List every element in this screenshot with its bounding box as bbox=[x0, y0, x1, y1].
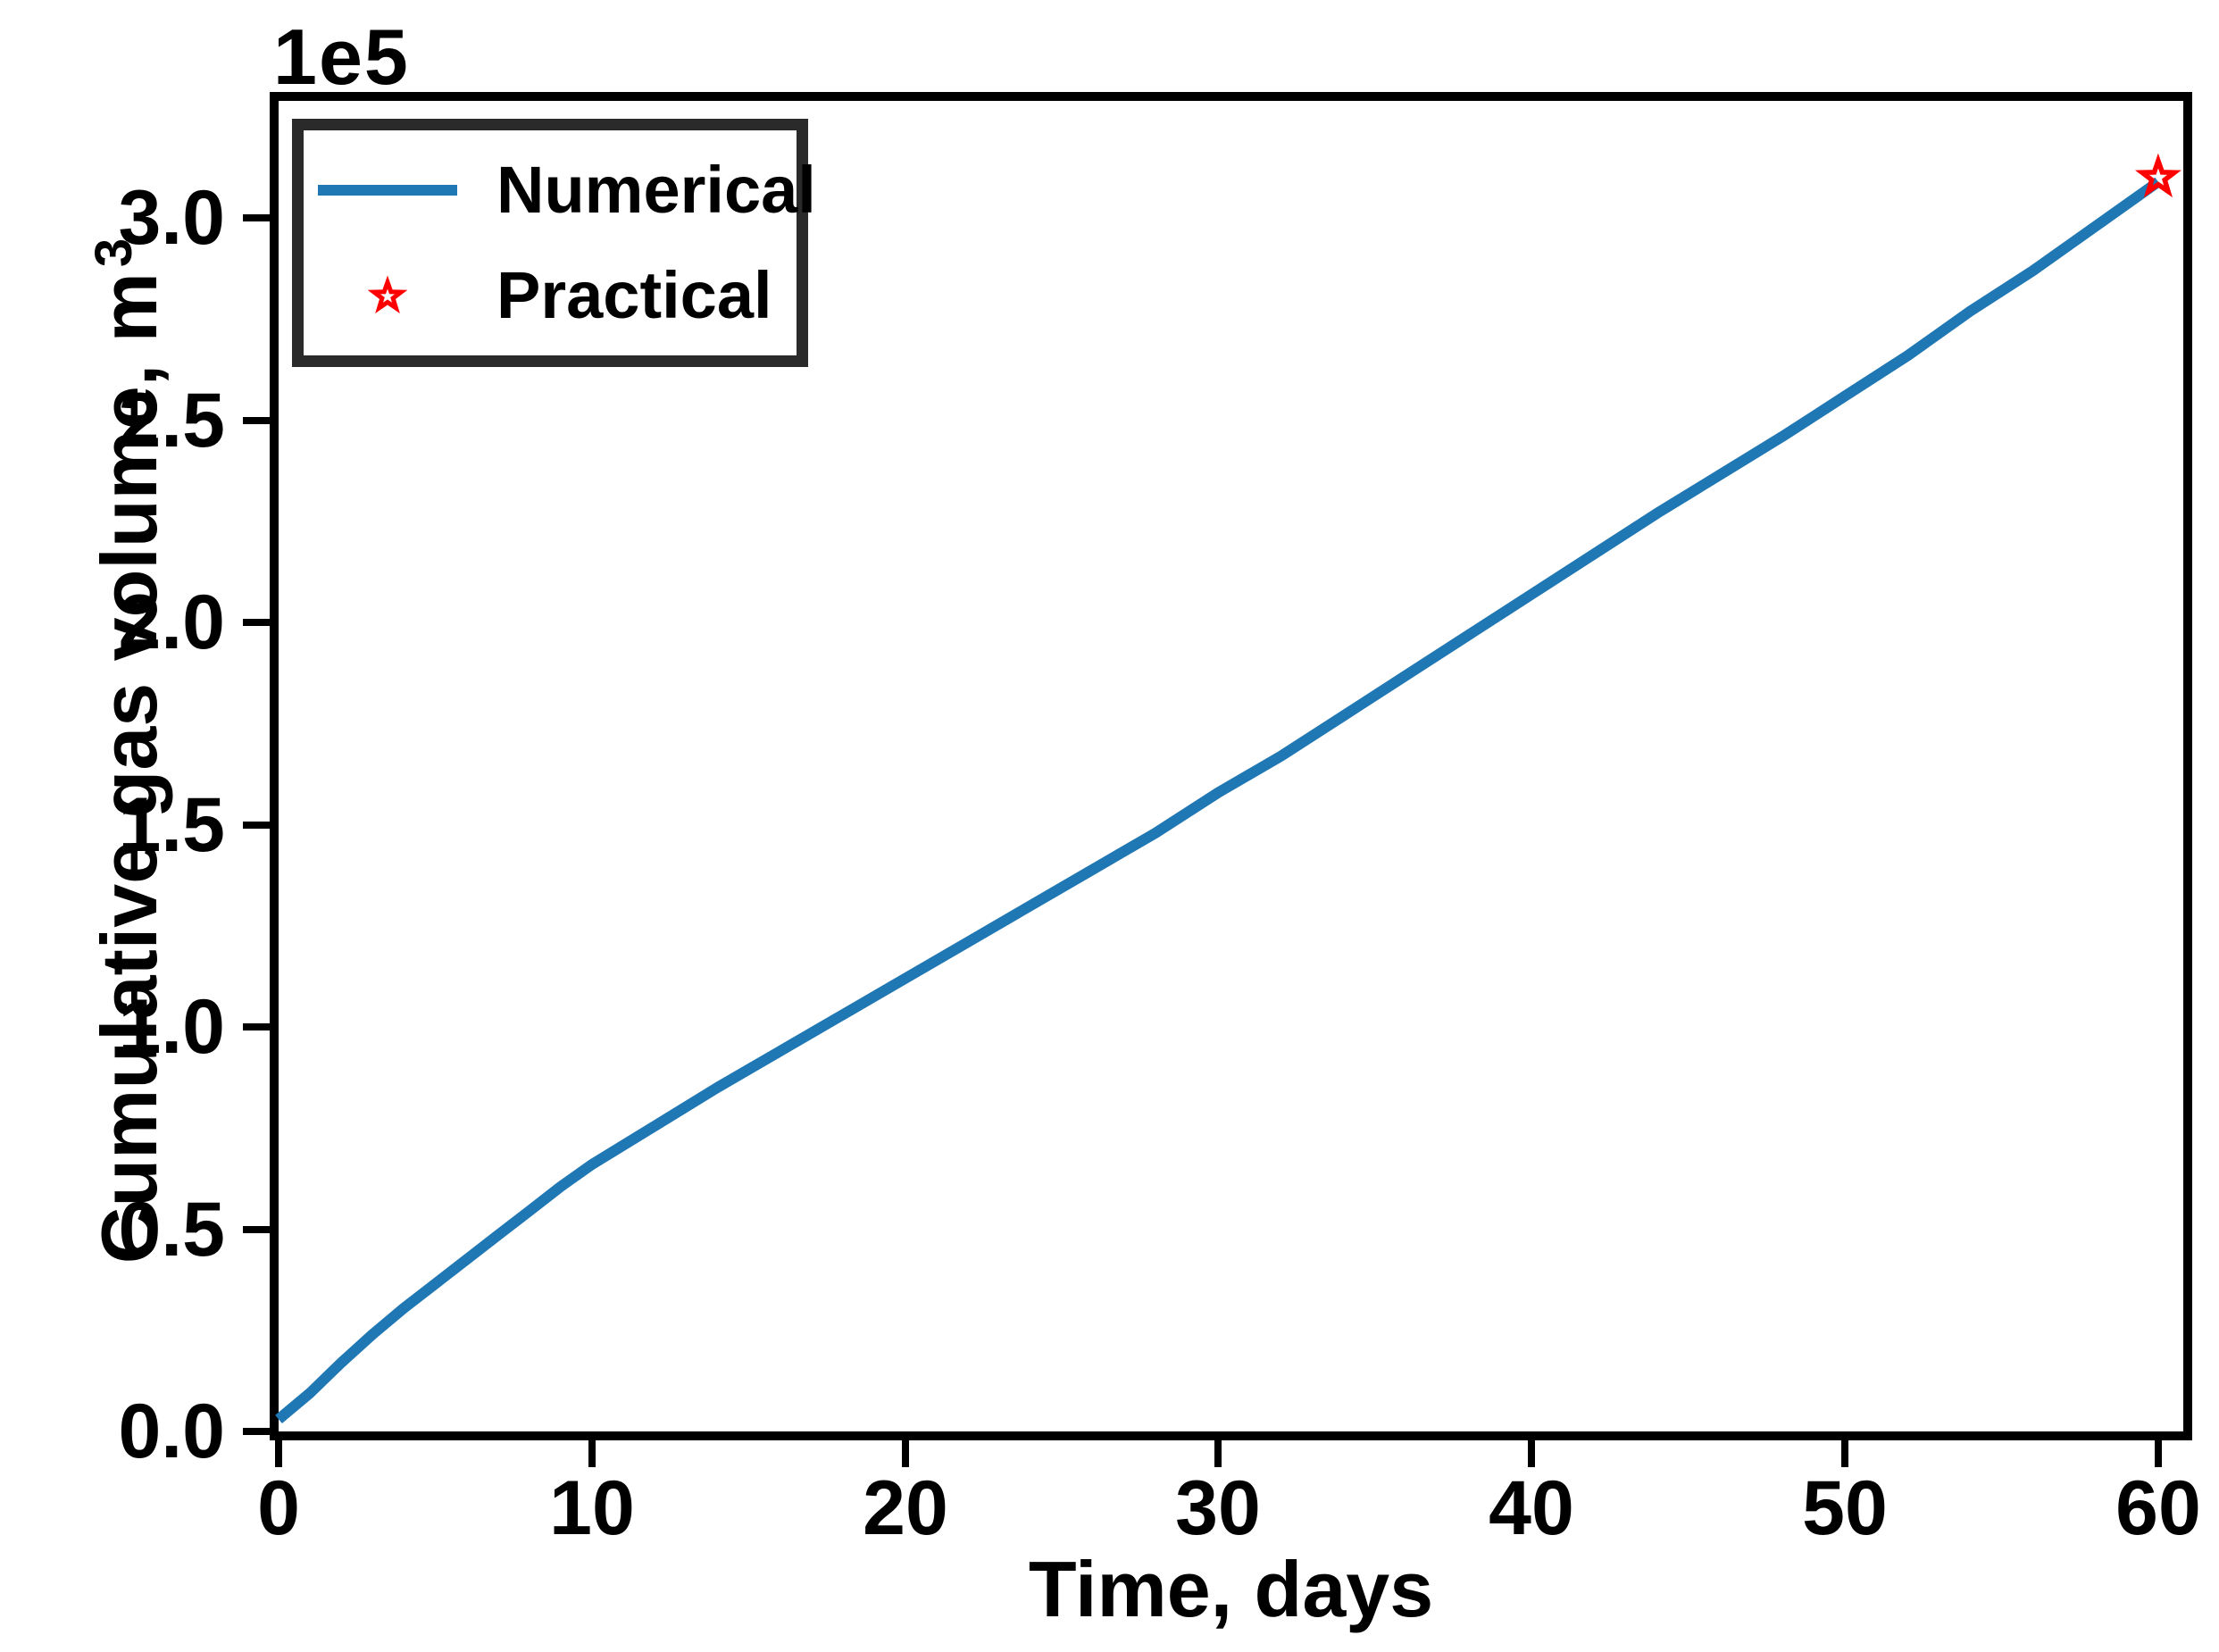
y-tick-label: 3.0 bbox=[118, 175, 225, 261]
y-tick-label: 2.5 bbox=[118, 378, 225, 463]
x-tick-label: 20 bbox=[863, 1465, 948, 1551]
x-tick-label: 60 bbox=[2115, 1465, 2201, 1551]
y-tick-mark bbox=[243, 214, 270, 221]
practical-marker-star bbox=[2134, 153, 2181, 198]
x-axis-label: Time, days bbox=[1028, 1545, 1434, 1633]
x-tick-mark bbox=[588, 1440, 596, 1467]
legend-label-practical: Practical bbox=[496, 258, 772, 333]
plot-area-border bbox=[270, 92, 2192, 1440]
y-axis-label-text: Cumulative gas volume, m bbox=[85, 272, 173, 1264]
x-tick-label: 0 bbox=[257, 1465, 300, 1551]
y-axis-label: Cumulative gas volume, m 3 bbox=[65, 81, 173, 1421]
legend-handle-numerical bbox=[318, 184, 457, 196]
y-tick-mark bbox=[243, 1428, 270, 1435]
y-tick-mark bbox=[243, 417, 270, 424]
legend: Numerical Practical bbox=[292, 119, 816, 367]
y-tick-label: 1.0 bbox=[118, 984, 225, 1070]
x-tick-label: 50 bbox=[1802, 1465, 1888, 1551]
x-tick-mark bbox=[1528, 1440, 1535, 1467]
numerical-curve bbox=[275, 177, 2162, 1423]
y-tick-label: 0.5 bbox=[118, 1187, 225, 1272]
x-tick-mark bbox=[902, 1440, 909, 1467]
legend-label-numerical: Numerical bbox=[496, 152, 816, 227]
x-tick-label: 10 bbox=[549, 1465, 635, 1551]
y-axis-label-exponent: 3 bbox=[85, 238, 143, 268]
x-tick-mark bbox=[2155, 1440, 2162, 1467]
legend-handle-practical bbox=[318, 275, 457, 316]
legend-item-practical: Practical bbox=[318, 246, 788, 346]
y-tick-label: 2.0 bbox=[118, 580, 225, 665]
y-tick-mark bbox=[243, 1226, 270, 1233]
legend-item-numerical: Numerical bbox=[318, 140, 816, 240]
x-tick-label: 40 bbox=[1489, 1465, 1574, 1551]
x-tick-mark bbox=[275, 1440, 282, 1467]
x-tick-mark bbox=[1841, 1440, 1848, 1467]
legend-star-icon bbox=[367, 275, 408, 314]
y-axis-offset-text: 1e5 bbox=[273, 13, 410, 101]
y-tick-mark bbox=[243, 822, 270, 829]
y-tick-mark bbox=[243, 619, 270, 626]
y-tick-label: 1.5 bbox=[118, 782, 225, 868]
y-tick-mark bbox=[243, 1023, 270, 1030]
x-tick-label: 30 bbox=[1175, 1465, 1261, 1551]
x-tick-mark bbox=[1214, 1440, 1222, 1467]
y-tick-label: 0.0 bbox=[118, 1389, 225, 1474]
legend-line-swatch bbox=[318, 184, 457, 196]
